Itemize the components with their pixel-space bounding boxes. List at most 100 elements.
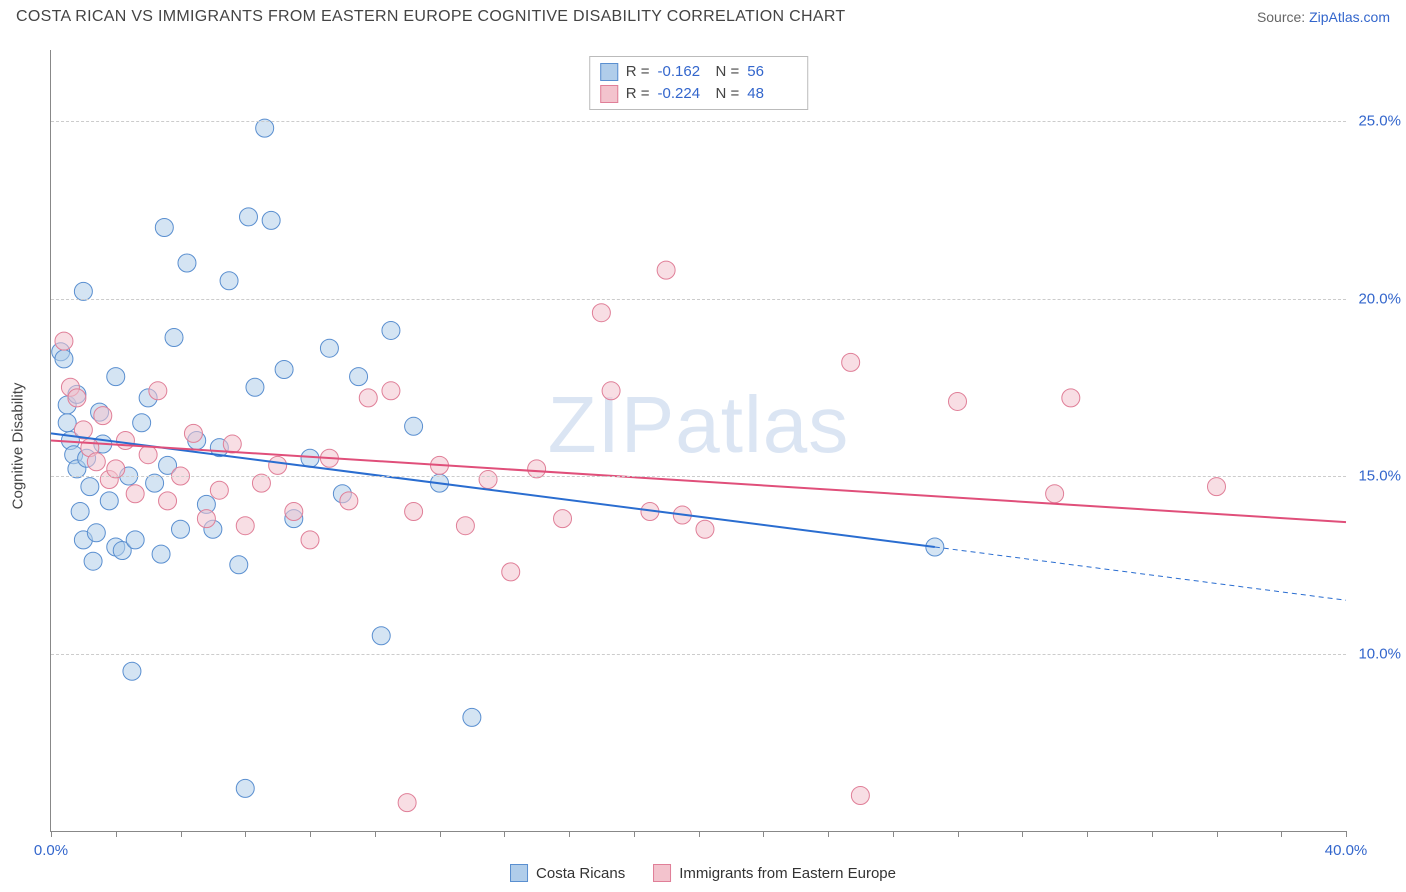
data-point	[87, 524, 105, 542]
data-point	[84, 552, 102, 570]
chart-plot-area: ZIPatlas R =-0.162N =56R =-0.224N =48 10…	[50, 50, 1346, 832]
data-point	[1046, 485, 1064, 503]
x-tick-mark	[634, 831, 635, 837]
x-tick-mark	[245, 831, 246, 837]
chart-svg	[51, 50, 1346, 831]
series-legend: Costa Ricans Immigrants from Eastern Euro…	[510, 864, 896, 882]
gridline	[51, 654, 1346, 655]
x-tick-label: 0.0%	[34, 842, 68, 859]
trend-line-extrapolated	[935, 547, 1346, 600]
data-point	[81, 478, 99, 496]
data-point	[94, 407, 112, 425]
x-tick-mark	[1346, 831, 1347, 837]
data-point	[340, 492, 358, 510]
y-tick-label: 10.0%	[1358, 645, 1401, 662]
data-point	[223, 435, 241, 453]
data-point	[210, 481, 228, 499]
x-tick-mark	[763, 831, 764, 837]
data-point	[220, 272, 238, 290]
x-tick-mark	[504, 831, 505, 837]
data-point	[197, 510, 215, 528]
data-point	[71, 503, 89, 521]
data-point	[405, 417, 423, 435]
y-tick-label: 25.0%	[1358, 113, 1401, 130]
x-tick-mark	[375, 831, 376, 837]
x-tick-mark	[893, 831, 894, 837]
data-point	[285, 503, 303, 521]
legend-row: R =-0.162N =56	[600, 61, 798, 83]
correlation-legend: R = -0.162 N = 56R = -0.224 N = 48	[589, 56, 809, 110]
data-point	[359, 389, 377, 407]
data-point	[398, 794, 416, 812]
data-point	[592, 304, 610, 322]
data-point	[1208, 478, 1226, 496]
legend-swatch	[510, 864, 528, 882]
n-value: 56	[747, 61, 797, 83]
legend-item: Costa Ricans	[510, 864, 625, 882]
data-point	[405, 503, 423, 521]
gridline	[51, 299, 1346, 300]
data-point	[126, 485, 144, 503]
source-link[interactable]: ZipAtlas.com	[1309, 9, 1390, 25]
data-point	[949, 392, 967, 410]
data-point	[236, 779, 254, 797]
r-value: -0.224	[658, 83, 708, 105]
data-point	[554, 510, 572, 528]
x-tick-mark	[116, 831, 117, 837]
data-point	[696, 520, 714, 538]
legend-swatch	[653, 864, 671, 882]
x-tick-mark	[569, 831, 570, 837]
legend-row: R = -0.224 N = 48	[600, 83, 798, 105]
legend-item: Immigrants from Eastern Europe	[653, 864, 896, 882]
data-point	[87, 453, 105, 471]
chart-title: COSTA RICAN VS IMMIGRANTS FROM EASTERN E…	[16, 8, 845, 26]
data-point	[139, 446, 157, 464]
x-tick-mark	[51, 831, 52, 837]
data-point	[1062, 389, 1080, 407]
x-tick-mark	[1022, 831, 1023, 837]
data-point	[372, 627, 390, 645]
y-tick-label: 15.0%	[1358, 468, 1401, 485]
data-point	[382, 382, 400, 400]
data-point	[320, 339, 338, 357]
data-point	[275, 361, 293, 379]
r-value: -0.162	[658, 61, 708, 83]
data-point	[165, 329, 183, 347]
data-point	[456, 517, 474, 535]
r-label: R =	[626, 83, 650, 105]
gridline	[51, 121, 1346, 122]
data-point	[657, 261, 675, 279]
data-point	[58, 414, 76, 432]
data-point	[236, 517, 254, 535]
x-tick-mark	[958, 831, 959, 837]
n-label: N =	[716, 61, 740, 83]
x-tick-mark	[699, 831, 700, 837]
legend-swatch	[600, 63, 618, 81]
y-axis-label: Cognitive Disability	[10, 383, 27, 510]
data-point	[239, 208, 257, 226]
data-point	[301, 531, 319, 549]
data-point	[382, 321, 400, 339]
gridline	[51, 476, 1346, 477]
data-point	[479, 471, 497, 489]
data-point	[126, 531, 144, 549]
data-point	[100, 492, 118, 510]
source-attribution: Source: ZipAtlas.com	[1257, 9, 1390, 25]
data-point	[269, 456, 287, 474]
legend-label: Immigrants from Eastern Europe	[679, 865, 896, 882]
data-point	[155, 219, 173, 237]
x-tick-mark	[181, 831, 182, 837]
data-point	[184, 424, 202, 442]
data-point	[246, 378, 264, 396]
x-tick-mark	[310, 831, 311, 837]
source-prefix: Source:	[1257, 9, 1309, 25]
x-tick-mark	[1087, 831, 1088, 837]
n-value: 48	[747, 83, 797, 105]
data-point	[55, 350, 73, 368]
x-tick-mark	[440, 831, 441, 837]
n-label: N =	[716, 83, 740, 105]
data-point	[350, 368, 368, 386]
data-point	[107, 368, 125, 386]
data-point	[230, 556, 248, 574]
data-point	[159, 492, 177, 510]
